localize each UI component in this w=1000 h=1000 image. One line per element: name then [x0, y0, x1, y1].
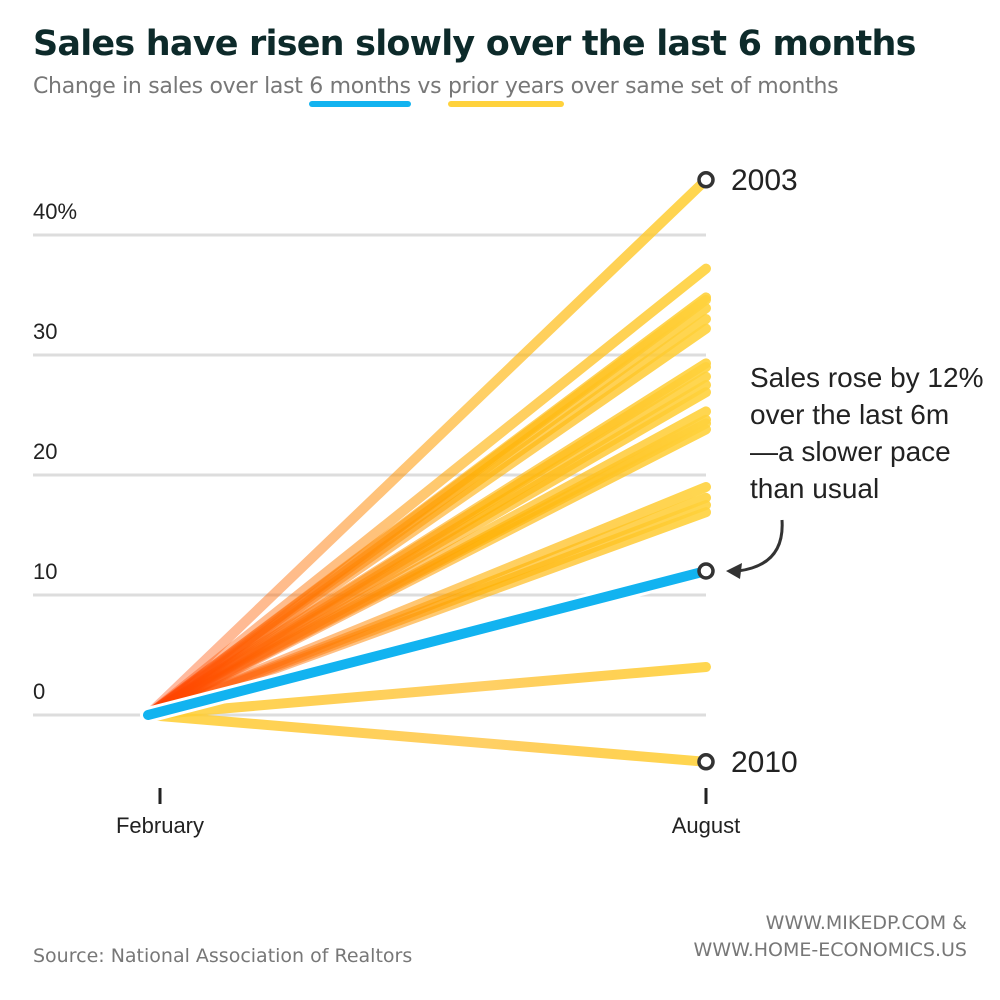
legend-prior: prior years: [448, 74, 564, 99]
prior-year-line: [143, 424, 711, 720]
prior-year-line: [143, 662, 711, 720]
annotation-line: than usual: [750, 473, 879, 504]
legend-current: 6 months: [309, 74, 411, 99]
prior-year-line: [143, 507, 711, 720]
current-line: [143, 566, 711, 720]
endpoint-marker: [697, 171, 715, 189]
chart-title: Sales have risen slowly over the last 6 …: [33, 24, 916, 64]
source-note: Source: National Association of Realtors: [33, 945, 413, 967]
y-tick-label: 40%: [33, 199, 77, 224]
x-tick-label: August: [672, 813, 741, 838]
y-tick-label: 30: [33, 319, 57, 344]
y-tick-label: 20: [33, 439, 57, 464]
y-tick-label: 10: [33, 559, 57, 584]
credit-line: WWW.MIKEDP.COM &: [765, 912, 967, 934]
credit: WWW.MIKEDP.COM & WWW.HOME-ECONOMICS.US: [694, 910, 967, 964]
credit-line: WWW.HOME-ECONOMICS.US: [693, 939, 967, 961]
annotation-line: over the last 6m: [750, 399, 949, 430]
endpoint-marker: [697, 753, 715, 771]
subtitle-mid: vs: [410, 74, 448, 99]
arrowhead-icon: [726, 563, 742, 579]
x-tick-label: February: [116, 813, 204, 838]
annotation-line: —a slower pace: [750, 436, 951, 467]
subtitle-pre: Change in sales over last: [33, 74, 310, 99]
prior-year-line: [143, 710, 711, 767]
prior-year-line: [143, 174, 711, 720]
endpoint-marker: [697, 562, 715, 580]
annotation-arrow: [737, 519, 784, 573]
chart-subtitle: Change in sales over last 6 months vs pr…: [33, 74, 839, 99]
y-tick-label: 0: [33, 679, 45, 704]
year-label: 2003: [731, 164, 798, 197]
annotation-line: Sales rose by 12%: [750, 362, 983, 393]
subtitle-post: over same set of months: [563, 74, 839, 99]
year-label: 2010: [731, 746, 798, 779]
